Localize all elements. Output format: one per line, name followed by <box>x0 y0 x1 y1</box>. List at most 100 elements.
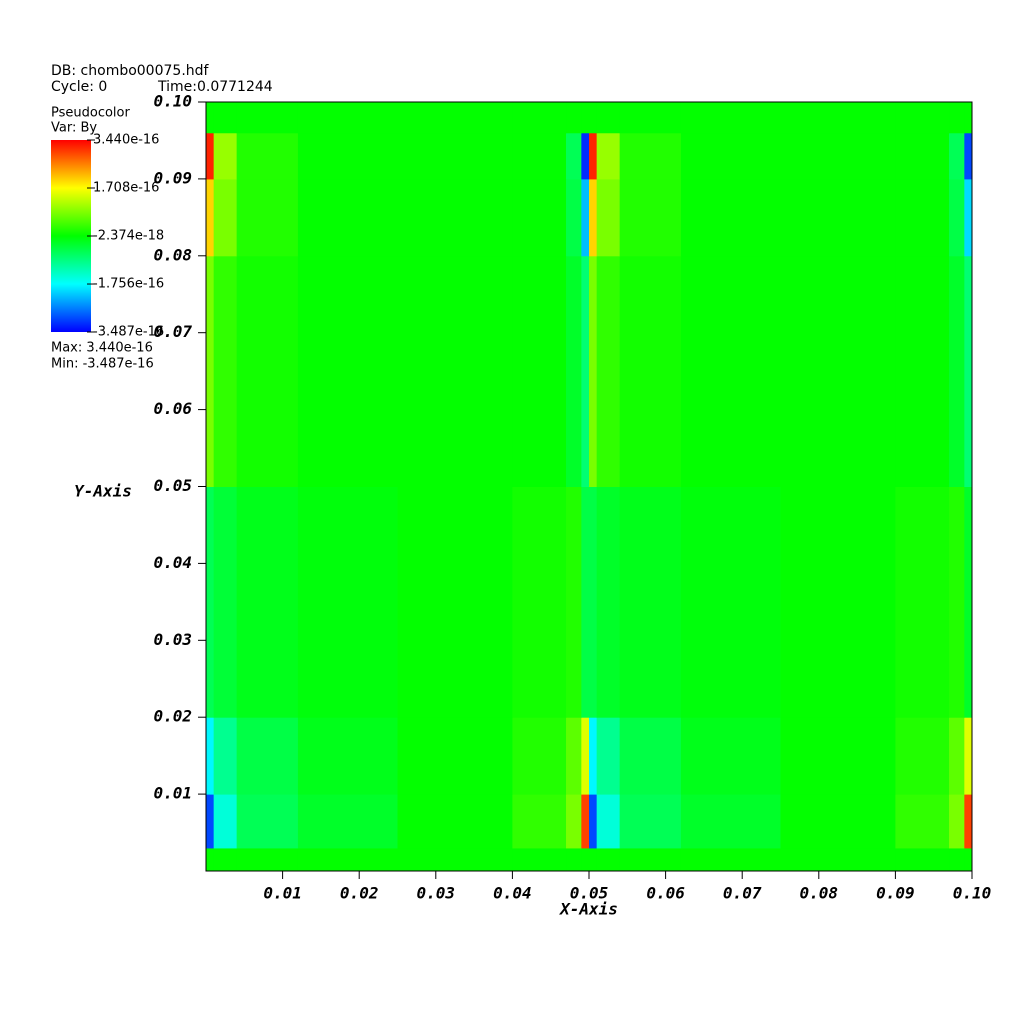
cell <box>949 847 965 872</box>
y-tick-label: 0.02 <box>153 707 192 726</box>
cell <box>619 102 682 134</box>
cell <box>964 102 973 134</box>
cell <box>680 717 781 795</box>
x-tick-label: 0.08 <box>800 884 839 903</box>
x-tick-label: 0.02 <box>340 884 379 903</box>
y-tick-label: 0.07 <box>153 322 192 341</box>
cell <box>206 178 215 257</box>
cell <box>680 178 781 257</box>
cell <box>589 486 598 718</box>
cell <box>780 102 896 134</box>
y-tick-label: 0.04 <box>153 553 192 572</box>
x-tick-label: 0.09 <box>876 884 915 903</box>
cell <box>619 847 682 872</box>
cell <box>964 178 973 257</box>
colorbar-tick-label: 3.440e-16 <box>93 133 159 148</box>
y-tick-label: 0.09 <box>153 168 192 187</box>
db-label: DB: chombo00075.hdf <box>51 63 210 79</box>
cell <box>589 132 598 180</box>
cell <box>581 255 590 487</box>
cell <box>895 717 950 795</box>
cell <box>236 847 299 872</box>
cell <box>206 717 215 795</box>
x-tick-label: 0.10 <box>953 884 992 903</box>
cell <box>964 486 973 718</box>
cell <box>680 132 781 180</box>
cell <box>512 102 567 134</box>
cell <box>236 178 299 257</box>
cell <box>566 794 582 849</box>
cell <box>780 794 896 849</box>
cell <box>596 794 621 849</box>
plot-label: Pseudocolor <box>51 106 130 121</box>
cell <box>397 255 513 487</box>
x-tick-label: 0.05 <box>570 884 609 903</box>
cell <box>206 102 215 134</box>
colorbar-tick-label: -2.374e-18 <box>93 229 164 244</box>
cell <box>397 102 513 134</box>
y-tick-label: 0.05 <box>153 476 192 495</box>
cell <box>236 102 299 134</box>
cell <box>964 255 973 487</box>
cell <box>566 255 582 487</box>
cell <box>680 102 781 134</box>
cell <box>780 847 896 872</box>
cell <box>297 178 398 257</box>
y-tick-label: 0.01 <box>153 784 192 803</box>
min-label: Min: -3.487e-16 <box>51 357 154 372</box>
cell <box>206 847 215 872</box>
cell <box>581 132 590 180</box>
cell <box>619 486 682 718</box>
cell <box>619 255 682 487</box>
cell <box>964 717 973 795</box>
cell <box>895 178 950 257</box>
cell <box>581 178 590 257</box>
cell <box>589 255 598 487</box>
cell <box>619 717 682 795</box>
x-axis-label: X-Axis <box>558 900 618 919</box>
cell <box>949 486 965 718</box>
colorbar-tick-label: -1.756e-16 <box>93 277 164 292</box>
cell <box>397 178 513 257</box>
cell <box>236 132 299 180</box>
cell <box>566 486 582 718</box>
cell <box>581 717 590 795</box>
y-tick-label: 0.08 <box>153 245 192 264</box>
cell <box>780 717 896 795</box>
cell <box>581 486 590 718</box>
x-tick-label: 0.03 <box>417 884 456 903</box>
max-label: Max: 3.440e-16 <box>51 341 153 356</box>
cell <box>213 132 238 180</box>
cell <box>596 255 621 487</box>
y-tick-label: 0.10 <box>153 92 192 111</box>
cell <box>949 178 965 257</box>
cell <box>512 794 567 849</box>
colorbar <box>51 140 91 332</box>
cell <box>566 717 582 795</box>
cell <box>619 178 682 257</box>
cell <box>512 717 567 795</box>
cell <box>213 847 238 872</box>
cell <box>581 794 590 849</box>
x-tick-label: 0.06 <box>646 884 685 903</box>
cell <box>236 717 299 795</box>
cell <box>213 102 238 134</box>
cell <box>780 132 896 180</box>
time-label: Time:0.0771244 <box>157 79 273 95</box>
cell <box>206 794 215 849</box>
cell <box>297 102 398 134</box>
cell <box>589 794 598 849</box>
cell <box>619 132 682 180</box>
cell <box>895 132 950 180</box>
cell <box>397 486 513 718</box>
cell <box>206 132 215 180</box>
cell <box>949 102 965 134</box>
cell <box>206 255 215 487</box>
cell <box>512 847 567 872</box>
cell <box>596 847 621 872</box>
cell <box>780 486 896 718</box>
cell <box>213 178 238 257</box>
cell <box>596 178 621 257</box>
cell <box>566 178 582 257</box>
